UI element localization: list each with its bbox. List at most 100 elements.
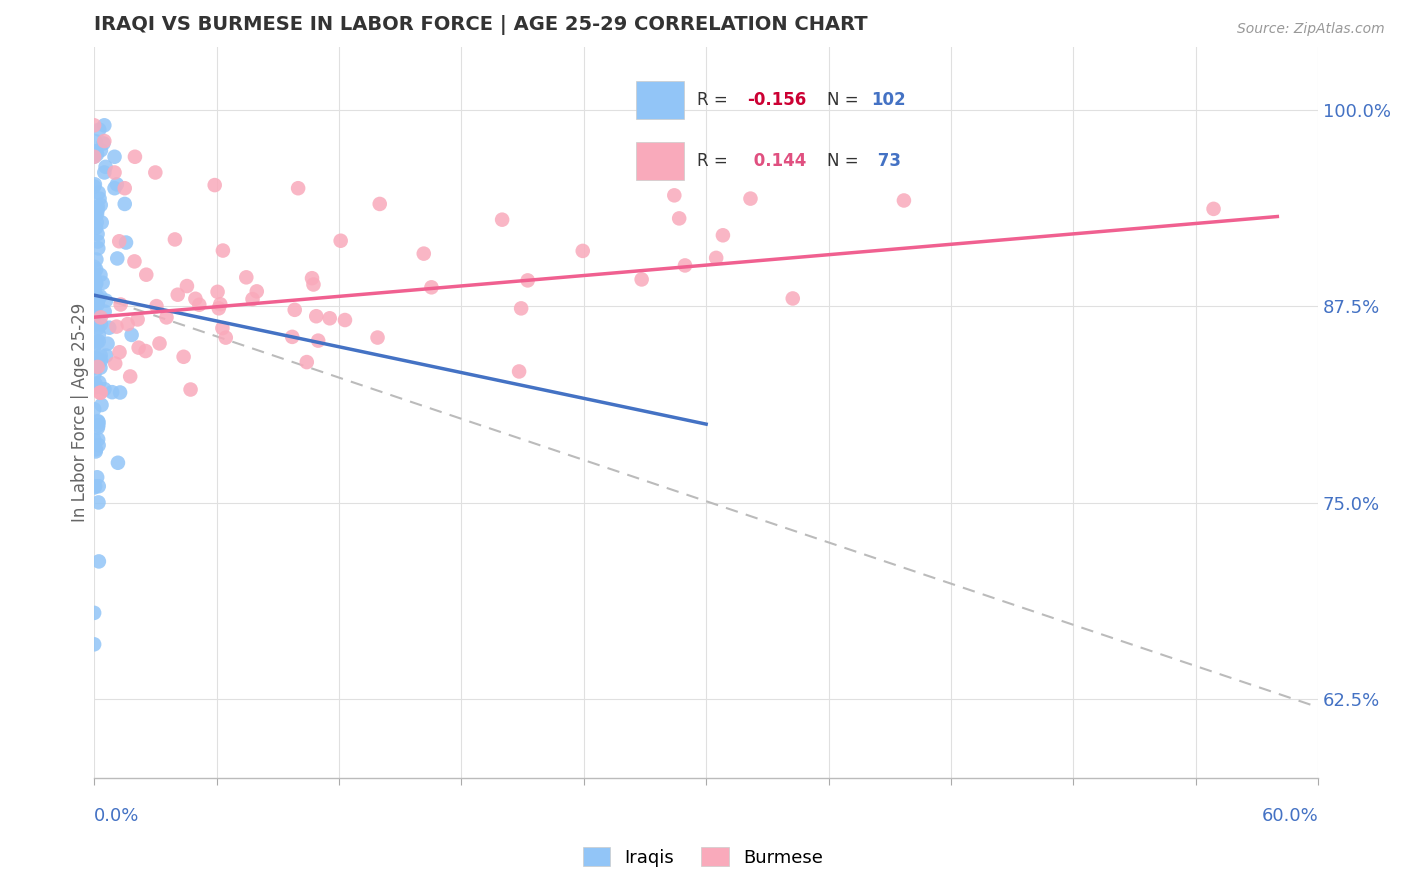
- Point: [83, 284, 105, 298]
- Point: [148, 336, 170, 351]
- Point: [87, 321, 110, 335]
- Point: [83, 606, 105, 620]
- Point: [180, 383, 202, 397]
- Point: [301, 271, 323, 285]
- Point: [307, 334, 329, 348]
- Point: [86, 252, 108, 267]
- Point: [333, 313, 356, 327]
- Point: [571, 244, 593, 258]
- Point: [83, 359, 105, 374]
- Point: [86, 357, 108, 371]
- Point: [87, 418, 110, 433]
- Point: [90, 198, 112, 212]
- Point: [668, 211, 690, 226]
- Point: [86, 290, 108, 304]
- Point: [86, 292, 108, 306]
- Point: [368, 197, 391, 211]
- Point: [86, 227, 108, 241]
- Point: [516, 273, 538, 287]
- Point: [664, 188, 686, 202]
- Point: [105, 252, 128, 266]
- Point: [89, 122, 111, 136]
- Point: [207, 285, 229, 299]
- Point: [98, 320, 121, 334]
- Point: [90, 385, 112, 400]
- Point: [84, 209, 107, 223]
- Point: [740, 192, 762, 206]
- Point: [93, 118, 115, 132]
- Point: [90, 398, 112, 412]
- Point: [90, 310, 112, 325]
- Point: [87, 200, 110, 214]
- Point: [103, 165, 125, 179]
- Point: [329, 234, 352, 248]
- Point: [84, 297, 107, 311]
- Y-axis label: In Labor Force | Age 25-29: In Labor Force | Age 25-29: [72, 302, 89, 522]
- Point: [173, 350, 195, 364]
- Point: [114, 181, 136, 195]
- Point: [302, 277, 325, 292]
- Point: [93, 134, 115, 148]
- Point: [87, 241, 110, 255]
- Point: [893, 194, 915, 208]
- Text: 0.0%: 0.0%: [94, 807, 139, 825]
- Point: [89, 192, 111, 206]
- Point: [104, 357, 127, 371]
- Point: [90, 348, 112, 362]
- Point: [108, 385, 131, 400]
- Point: [107, 456, 129, 470]
- Point: [83, 202, 105, 217]
- Point: [128, 341, 150, 355]
- Point: [83, 340, 105, 354]
- Point: [124, 254, 146, 268]
- Point: [211, 321, 233, 335]
- Point: [93, 304, 115, 318]
- Point: [87, 334, 110, 349]
- Point: [87, 235, 110, 249]
- Point: [87, 495, 110, 509]
- Point: [176, 279, 198, 293]
- Point: [87, 479, 110, 493]
- Point: [93, 136, 115, 151]
- Point: [89, 376, 111, 390]
- Point: [83, 433, 105, 447]
- Legend: Iraqis, Burmese: Iraqis, Burmese: [576, 840, 830, 874]
- Point: [121, 327, 143, 342]
- Point: [83, 637, 105, 651]
- Point: [84, 351, 107, 365]
- Point: [87, 421, 110, 435]
- Point: [83, 273, 105, 287]
- Point: [83, 481, 105, 495]
- Point: [630, 272, 652, 286]
- Point: [295, 355, 318, 369]
- Point: [115, 235, 138, 250]
- Point: [84, 262, 107, 277]
- Point: [184, 292, 207, 306]
- Point: [83, 178, 105, 192]
- Point: [86, 145, 108, 159]
- Point: [84, 479, 107, 493]
- Point: [90, 215, 112, 229]
- Point: [84, 444, 107, 458]
- Point: [84, 277, 107, 291]
- Point: [93, 165, 115, 179]
- Point: [96, 336, 118, 351]
- Point: [89, 360, 111, 375]
- Point: [84, 289, 107, 303]
- Point: [84, 442, 107, 457]
- Point: [83, 310, 105, 324]
- Point: [83, 300, 105, 314]
- Point: [89, 268, 111, 282]
- Point: [86, 359, 108, 374]
- Point: [83, 368, 105, 382]
- Point: [287, 181, 309, 195]
- Point: [105, 319, 128, 334]
- Point: [83, 268, 105, 282]
- Point: [135, 344, 157, 359]
- Point: [105, 178, 128, 192]
- Point: [163, 232, 186, 246]
- Point: [782, 292, 804, 306]
- Point: [87, 415, 110, 429]
- Point: [305, 310, 328, 324]
- Point: [209, 297, 232, 311]
